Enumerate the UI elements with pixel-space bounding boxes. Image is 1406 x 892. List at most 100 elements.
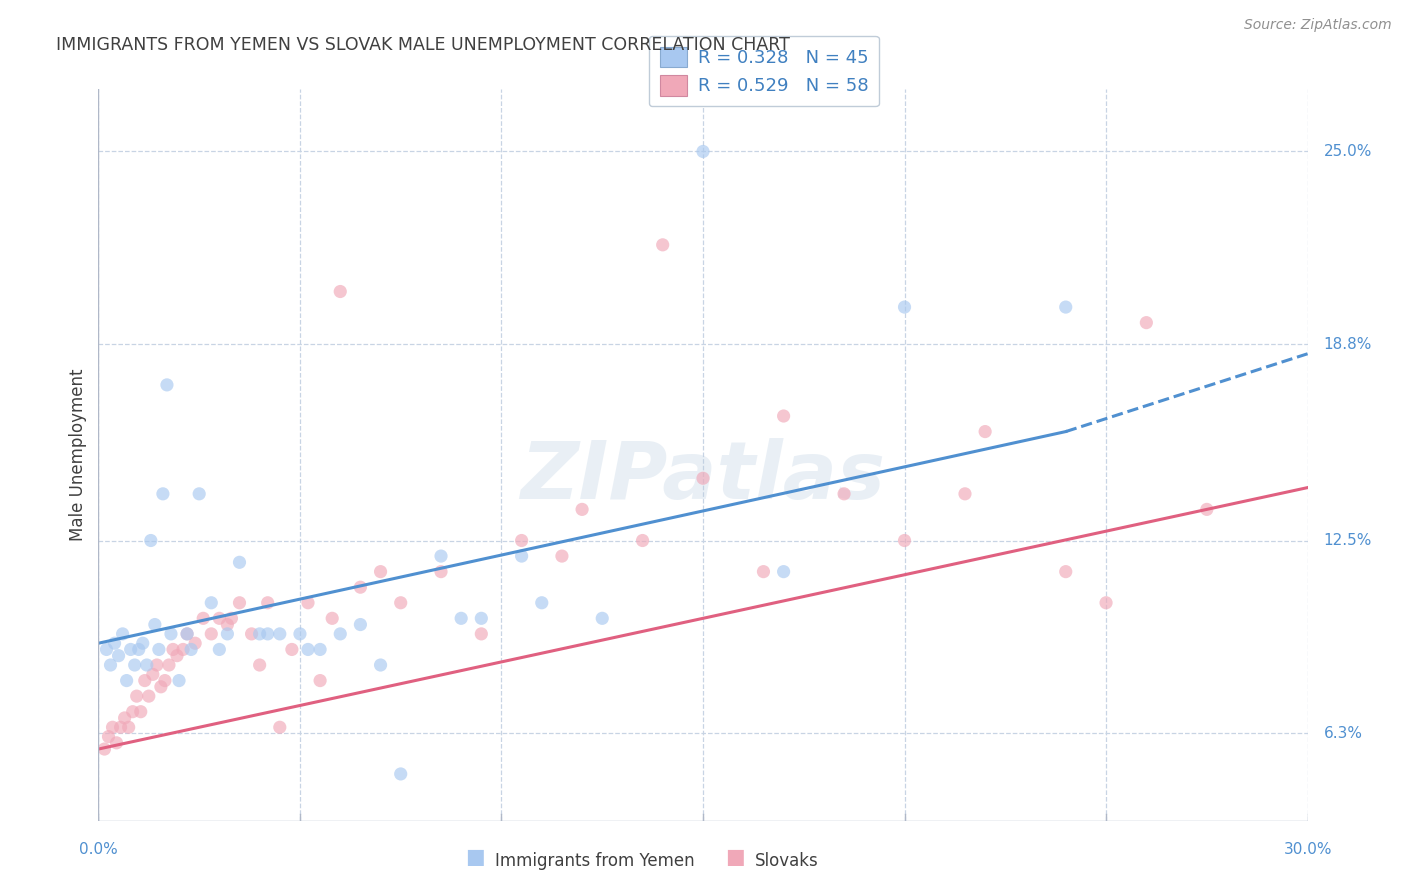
Point [893, 300, 915, 314]
Point [297, 642, 319, 657]
Point [571, 502, 593, 516]
Point [138, 689, 160, 703]
Point [114, 711, 136, 725]
Point [176, 627, 198, 641]
Point [281, 642, 304, 657]
Point [329, 285, 352, 299]
Point [1195, 502, 1218, 516]
Point [132, 636, 155, 650]
Point [208, 611, 231, 625]
Point [200, 627, 222, 641]
Point [124, 658, 146, 673]
Point [370, 565, 392, 579]
Point [752, 565, 775, 579]
Point [510, 533, 533, 548]
Text: 30.0%: 30.0% [1284, 842, 1331, 857]
Point [349, 580, 371, 594]
Point [228, 596, 250, 610]
Point [551, 549, 574, 563]
Text: ZIPatlas: ZIPatlas [520, 438, 886, 516]
Point [651, 237, 673, 252]
Point [142, 667, 165, 681]
Point [450, 611, 472, 625]
Point [120, 642, 142, 657]
Point [349, 617, 371, 632]
Point [172, 642, 194, 657]
Y-axis label: Male Unemployment: Male Unemployment [69, 368, 87, 541]
Point [256, 596, 278, 610]
Point [309, 642, 332, 657]
Point [692, 471, 714, 485]
Point [200, 596, 222, 610]
Point [1135, 316, 1157, 330]
Point [157, 658, 180, 673]
Text: Slovaks: Slovaks [755, 852, 818, 870]
Text: 6.3%: 6.3% [1323, 726, 1362, 741]
Point [152, 487, 174, 501]
Point [389, 767, 412, 781]
Point [217, 627, 239, 641]
Point [370, 658, 392, 673]
Point [107, 648, 129, 663]
Point [121, 705, 143, 719]
Point [101, 720, 124, 734]
Point [240, 627, 263, 641]
Point [125, 689, 148, 703]
Text: Source: ZipAtlas.com: Source: ZipAtlas.com [1244, 18, 1392, 32]
Point [100, 658, 122, 673]
Point [1095, 596, 1118, 610]
Point [105, 736, 128, 750]
Point [309, 673, 332, 688]
Point [269, 720, 291, 734]
Point [188, 487, 211, 501]
Point [166, 648, 188, 663]
Point [389, 596, 412, 610]
Point [193, 611, 215, 625]
Point [160, 627, 183, 641]
Point [97, 730, 120, 744]
Point [832, 487, 855, 501]
Point [530, 596, 553, 610]
Text: 0.0%: 0.0% [79, 842, 118, 857]
Text: IMMIGRANTS FROM YEMEN VS SLOVAK MALE UNEMPLOYMENT CORRELATION CHART: IMMIGRANTS FROM YEMEN VS SLOVAK MALE UNE… [56, 36, 790, 54]
Point [128, 642, 150, 657]
Point [139, 533, 162, 548]
Point [184, 636, 207, 650]
Text: ■: ■ [725, 847, 745, 867]
Point [176, 627, 198, 641]
Point [692, 145, 714, 159]
Point [135, 658, 157, 673]
Point [249, 658, 271, 673]
Point [470, 627, 492, 641]
Point [103, 636, 125, 650]
Point [893, 533, 915, 548]
Point [249, 627, 271, 641]
Point [772, 409, 794, 423]
Point [129, 705, 152, 719]
Text: 12.5%: 12.5% [1323, 533, 1372, 548]
Text: Immigrants from Yemen: Immigrants from Yemen [495, 852, 695, 870]
Point [208, 642, 231, 657]
Point [162, 642, 184, 657]
Text: ■: ■ [465, 847, 485, 867]
Point [180, 642, 202, 657]
Point [111, 627, 134, 641]
Point [118, 720, 141, 734]
Point [470, 611, 492, 625]
Point [167, 673, 190, 688]
Point [430, 565, 453, 579]
Point [953, 487, 976, 501]
Point [156, 377, 179, 392]
Point [217, 617, 239, 632]
Point [148, 642, 170, 657]
Point [143, 617, 166, 632]
Point [1054, 300, 1077, 314]
Point [149, 680, 172, 694]
Point [93, 742, 115, 756]
Point [153, 673, 176, 688]
Point [329, 627, 352, 641]
Text: 25.0%: 25.0% [1323, 144, 1372, 159]
Point [221, 611, 243, 625]
Point [321, 611, 343, 625]
Point [974, 425, 997, 439]
